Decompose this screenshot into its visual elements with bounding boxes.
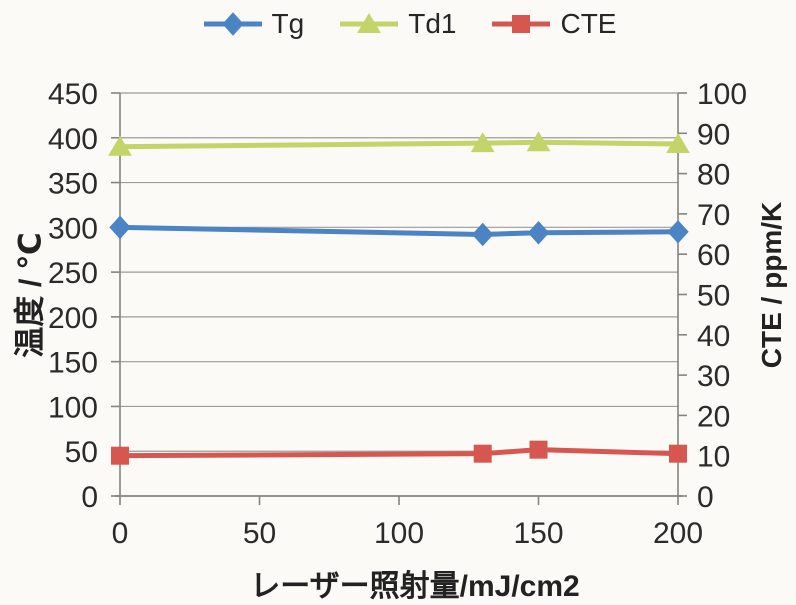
left-axis-tick-label: 450 [48, 78, 98, 111]
legend-label: CTE [560, 8, 617, 39]
series-marker-diamond [667, 220, 689, 244]
legend-label: Td1 [408, 8, 457, 39]
series-marker-triangle [357, 13, 382, 33]
left-axis-tick-label: 300 [48, 212, 98, 245]
series-marker-diamond [472, 222, 494, 247]
right-axis-tick-label: 20 [697, 400, 730, 433]
x-axis-tick-label: 200 [653, 517, 703, 550]
legend-item-cte: CTE [492, 9, 616, 39]
right-axis-tick-label: 80 [697, 159, 730, 192]
left-axis-tick-label: 400 [48, 123, 98, 156]
right-axis-tick-label: 0 [697, 481, 714, 514]
right-axis-tick-label: 60 [697, 239, 730, 272]
series-marker-diamond [109, 215, 131, 240]
right-axis-tick-label: 40 [697, 320, 730, 353]
x-axis-tick-label: 100 [374, 517, 424, 550]
right-axis-tick-label: 100 [697, 78, 747, 111]
left-axis-tick-label: 50 [65, 436, 98, 469]
series-line-cte [117, 447, 681, 459]
x-axis-tick-label: 0 [112, 517, 129, 550]
right-axis-tick-label: 10 [697, 441, 730, 474]
left-axis-title: 温度 / ℃ [12, 232, 48, 358]
legend-marker-diamond-icon [203, 12, 262, 36]
right-axis-tick-label: 30 [697, 360, 730, 393]
series-marker-square [473, 444, 492, 463]
series-marker-square [669, 444, 687, 463]
right-axis-tick-label: 90 [697, 118, 730, 151]
legend-label: Tg [271, 8, 305, 39]
series-marker-square [529, 440, 548, 459]
series-marker-diamond [527, 220, 550, 245]
legend-marker-triangle-icon [340, 13, 399, 33]
x-axis-title: レーザー照射量/mJ/cm2 [250, 570, 580, 603]
chart-legend: Tg Td1 CTE [0, 9, 796, 39]
left-axis-tick-label: 250 [48, 257, 98, 290]
x-axis-tick-label: 50 [243, 517, 276, 550]
right-axis-title: CTE / ppm/K [756, 201, 787, 369]
left-axis-tick-label: 200 [48, 302, 98, 335]
left-axis-tick-label: 100 [48, 391, 98, 424]
right-axis-tick-label: 50 [697, 280, 730, 313]
series-marker-triangle [108, 135, 132, 156]
right-axis-tick-label: 70 [697, 199, 730, 232]
series-marker-diamond [221, 12, 244, 36]
series-marker-square [111, 446, 129, 465]
series-line-td1 [117, 139, 681, 150]
series-marker-triangle [526, 131, 551, 152]
left-axis-tick-label: 150 [48, 347, 98, 380]
series-marker-square [512, 15, 531, 33]
series-marker-triangle [470, 132, 495, 153]
series-marker-triangle [666, 133, 690, 154]
legend-item-td1: Td1 [340, 9, 456, 39]
x-axis-tick-label: 150 [513, 517, 563, 550]
legend-marker-square-icon [492, 15, 551, 33]
left-axis-tick-label: 0 [81, 481, 98, 514]
left-axis-tick-label: 350 [48, 168, 98, 201]
series-line-tg [117, 224, 681, 237]
legend-item-tg: Tg [203, 8, 305, 39]
